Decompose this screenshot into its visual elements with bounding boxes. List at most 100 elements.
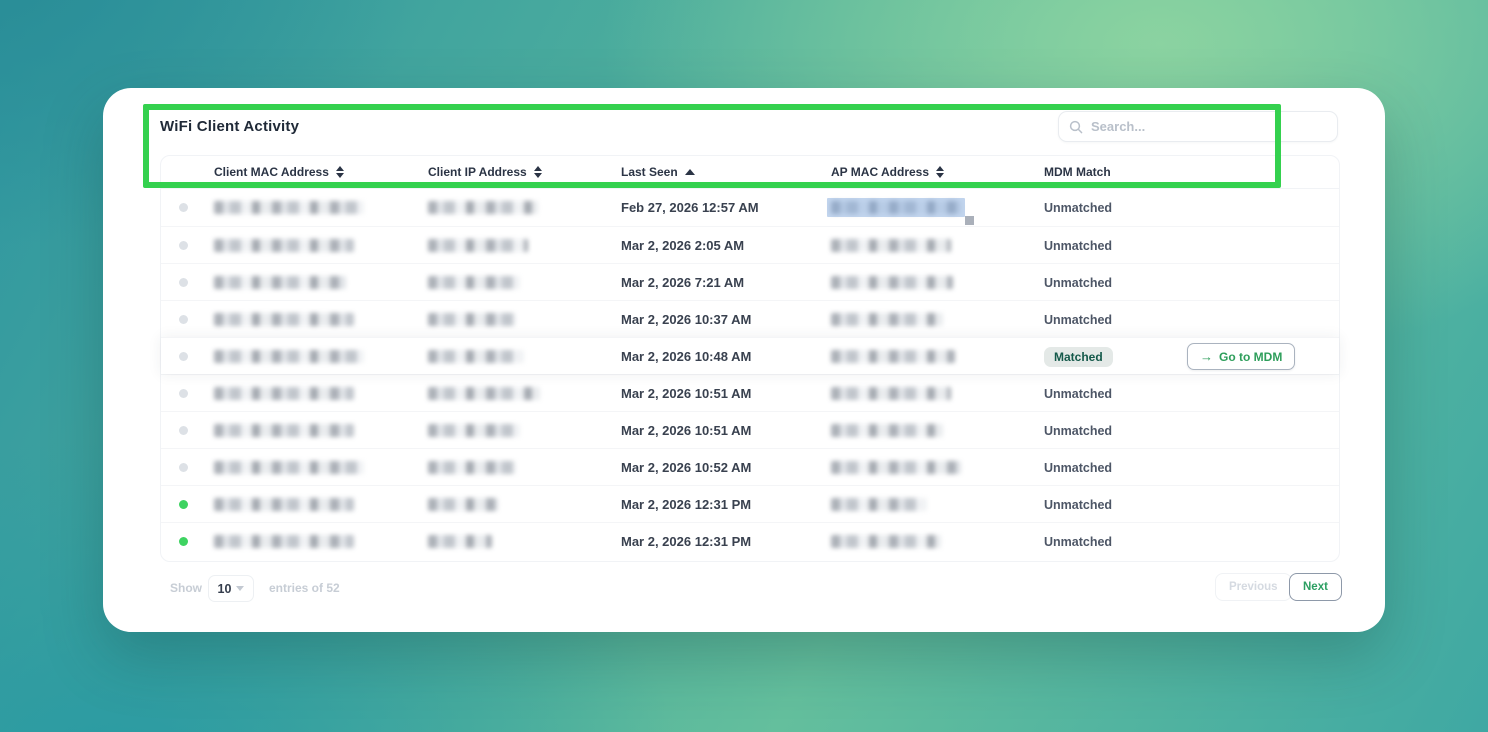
redacted-client-ip — [428, 201, 538, 214]
status-dot-icon — [179, 315, 188, 324]
last-seen-timestamp: Mar 2, 2026 10:37 AM — [621, 312, 752, 327]
entries-count-label: entries of 52 — [269, 581, 340, 595]
column-header-mdm-match: MDM Match — [1044, 165, 1111, 179]
redacted-client-mac — [214, 239, 354, 252]
search-box[interactable] — [1058, 111, 1338, 142]
redacted-client-mac — [214, 461, 364, 474]
last-seen-timestamp: Mar 2, 2026 10:51 AM — [621, 423, 752, 438]
table-row[interactable]: Mar 2, 2026 10:37 AM Unmatched — [161, 300, 1339, 337]
mdm-match-status: Unmatched — [1044, 461, 1113, 475]
selection-handle[interactable] — [965, 216, 974, 225]
status-dot-icon — [179, 500, 188, 509]
redacted-client-ip — [428, 498, 498, 511]
column-label: Client IP Address — [428, 165, 527, 179]
redacted-ap-mac — [831, 535, 941, 548]
pagination-footer: Show 10 entries of 52 Previous Next — [103, 573, 1385, 603]
redacted-client-mac — [214, 498, 354, 511]
redacted-ap-mac — [831, 461, 961, 474]
status-dot-icon — [179, 241, 188, 250]
redacted-client-mac — [214, 201, 364, 214]
previous-button[interactable]: Previous — [1215, 573, 1292, 601]
redacted-ap-mac — [831, 239, 951, 252]
last-seen-timestamp: Mar 2, 2026 12:31 PM — [621, 534, 752, 549]
table-row[interactable]: Mar 2, 2026 10:51 AM Unmatched — [161, 374, 1339, 411]
table-row[interactable]: Mar 2, 2026 12:31 PM Unmatched — [161, 485, 1339, 522]
table-row[interactable]: Mar 2, 2026 12:31 PM Unmatched — [161, 522, 1339, 559]
table-row[interactable]: Mar 2, 2026 10:51 AM Unmatched — [161, 411, 1339, 448]
column-label: MDM Match — [1044, 165, 1111, 179]
mdm-match-status: Unmatched — [1044, 239, 1113, 253]
sort-both-icon — [936, 166, 945, 178]
column-header-client-ip[interactable]: Client IP Address — [428, 165, 542, 179]
go-to-mdm-label: Go to MDM — [1219, 349, 1283, 364]
sort-both-icon — [533, 166, 542, 178]
column-label: Client MAC Address — [214, 165, 329, 179]
status-dot-icon — [179, 352, 188, 361]
redacted-client-mac — [214, 313, 354, 326]
status-dot-icon — [179, 278, 188, 287]
redacted-client-ip — [428, 424, 520, 437]
next-button[interactable]: Next — [1289, 573, 1342, 601]
redacted-client-ip — [428, 350, 524, 363]
redacted-client-mac — [214, 387, 354, 400]
table-row[interactable]: Mar 2, 2026 10:48 AM Matched → Go to MDM — [161, 337, 1339, 374]
mdm-match-status: Unmatched — [1044, 498, 1113, 512]
redacted-client-mac — [214, 424, 354, 437]
table-row[interactable]: Mar 2, 2026 10:52 AM Unmatched — [161, 448, 1339, 485]
mdm-match-status: Unmatched — [1044, 535, 1113, 549]
search-input[interactable] — [1091, 119, 1327, 134]
redacted-client-ip — [428, 535, 492, 548]
text-selection-highlight — [827, 198, 965, 217]
redacted-ap-mac — [831, 350, 955, 363]
status-dot-icon — [179, 463, 188, 472]
status-dot-icon — [179, 203, 188, 212]
status-dot-icon — [179, 389, 188, 398]
column-label: Last Seen — [621, 165, 678, 179]
sort-ascending-icon — [684, 169, 695, 175]
page-size-select[interactable]: 10 — [208, 575, 254, 602]
column-header-ap-mac[interactable]: AP MAC Address — [831, 165, 945, 179]
wifi-activity-card: WiFi Client Activity Client MAC Address … — [103, 88, 1385, 632]
redacted-client-ip — [428, 276, 520, 289]
column-label: AP MAC Address — [831, 165, 930, 179]
last-seen-timestamp: Feb 27, 2026 12:57 AM — [621, 200, 759, 215]
last-seen-timestamp: Mar 2, 2026 12:31 PM — [621, 497, 752, 512]
page-size-value: 10 — [217, 581, 232, 596]
last-seen-timestamp: Mar 2, 2026 10:51 AM — [621, 386, 752, 401]
status-dot-icon — [179, 537, 188, 546]
redacted-client-ip — [428, 387, 540, 400]
arrow-right-icon: → — [1200, 349, 1213, 364]
redacted-ap-mac — [831, 387, 951, 400]
redacted-client-ip — [428, 239, 528, 252]
show-label: Show — [170, 581, 202, 595]
redacted-ap-mac — [831, 498, 927, 511]
column-header-client-mac[interactable]: Client MAC Address — [214, 165, 344, 179]
status-dot-icon — [179, 426, 188, 435]
go-to-mdm-button[interactable]: → Go to MDM — [1187, 343, 1296, 370]
mdm-match-status: Unmatched — [1044, 387, 1113, 401]
mdm-match-status: Unmatched — [1044, 201, 1113, 215]
mdm-matched-badge: Matched — [1044, 347, 1113, 367]
redacted-client-ip — [428, 313, 516, 326]
redacted-client-mac — [214, 535, 354, 548]
table-row[interactable]: Mar 2, 2026 2:05 AM Unmatched — [161, 226, 1339, 263]
redacted-ap-mac — [831, 201, 961, 214]
table-container: Client MAC Address Client IP Address Las… — [160, 155, 1340, 562]
table-header: Client MAC Address Client IP Address Las… — [161, 156, 1339, 189]
mdm-match-status: Unmatched — [1044, 276, 1113, 290]
redacted-client-mac — [214, 276, 346, 289]
table-row[interactable]: Feb 27, 2026 12:57 AM Unmatched — [161, 189, 1339, 226]
sort-both-icon — [335, 166, 344, 178]
table-row[interactable]: Mar 2, 2026 7:21 AM Unmatched — [161, 263, 1339, 300]
last-seen-timestamp: Mar 2, 2026 10:48 AM — [621, 349, 752, 364]
redacted-client-mac — [214, 350, 364, 363]
mdm-match-status: Unmatched — [1044, 313, 1113, 327]
chevron-down-icon — [236, 586, 245, 591]
last-seen-timestamp: Mar 2, 2026 7:21 AM — [621, 275, 745, 290]
redacted-client-ip — [428, 461, 516, 474]
redacted-ap-mac — [831, 424, 943, 437]
search-icon — [1069, 120, 1083, 133]
page-title: WiFi Client Activity — [160, 118, 300, 135]
column-header-last-seen[interactable]: Last Seen — [621, 165, 695, 179]
last-seen-timestamp: Mar 2, 2026 10:52 AM — [621, 460, 752, 475]
